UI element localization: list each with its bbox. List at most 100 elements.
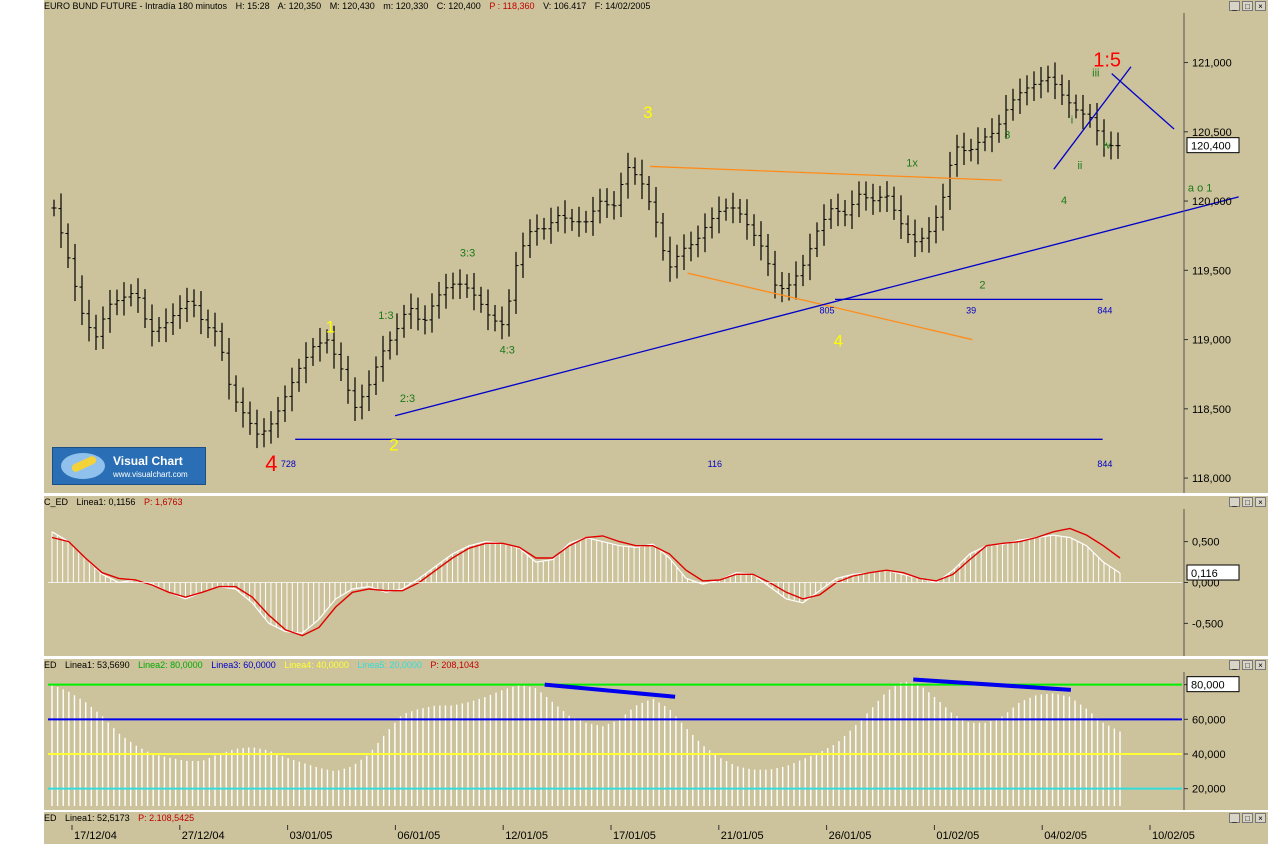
- minimize-button[interactable]: _: [1229, 1, 1240, 11]
- histogram-name: ED: [44, 660, 57, 670]
- trend-line: [1111, 73, 1175, 130]
- signal-line: [51, 527, 1121, 637]
- histogram-linea2: Linea2: 80,0000: [138, 660, 203, 670]
- date-axis-labels: 17/12/04 27/12/04 03/01/05 06/01/05 12/01/05…: [71, 825, 1195, 842]
- instrument-title: EURO BUND FUTURE - Intradía 180 minutos: [44, 1, 228, 11]
- divergence-line: [544, 682, 676, 699]
- y-tick-label: 121,000: [1192, 58, 1232, 70]
- wave-label: 1:3: [378, 310, 393, 322]
- close-button[interactable]: ×: [1255, 813, 1266, 823]
- wave-label: ii: [1077, 160, 1082, 172]
- trend-line: [650, 165, 1002, 181]
- bottom-indicator-p: P: 2.108,5425: [138, 813, 195, 823]
- volume-value: V: 106.417: [543, 1, 587, 11]
- price-chart-panel[interactable]: 1:5 4 3 1 2 4 3:3 1:3 2:3 4:3 1x 3 4 2 i ii iii iv a o 1 72…: [44, 13, 1268, 493]
- maximize-button[interactable]: □: [1242, 813, 1253, 823]
- maximize-button[interactable]: □: [1242, 1, 1253, 11]
- histogram-header: ED Linea1: 53,5690 Linea2: 80,0000 Linea…: [44, 659, 1268, 672]
- last-value-box: [1186, 564, 1240, 581]
- wave-label: 3: [643, 103, 652, 122]
- minimize-button[interactable]: _: [1229, 813, 1240, 823]
- wave-label: 39: [966, 305, 976, 315]
- bottom-indicator-name: ED: [44, 813, 57, 823]
- oscillator-linea1: Linea1: 0,1156: [76, 497, 136, 507]
- bottom-indicator-linea1: Linea1: 52,5173: [65, 813, 130, 823]
- last-value-box: [1186, 676, 1240, 693]
- date-label: 27/12/04: [182, 830, 225, 842]
- y-tick-label: 0,500: [1192, 537, 1220, 549]
- maximize-button[interactable]: □: [1242, 660, 1253, 670]
- date-label: 04/02/05: [1044, 830, 1087, 842]
- oscillator-header: C_ED Linea1: 0,1156 P: 1,6763 _ □ ×: [44, 496, 1268, 509]
- date-label: 01/02/05: [936, 830, 979, 842]
- date-label: 12/01/05: [505, 830, 548, 842]
- last-value-label: 0,116: [1191, 568, 1218, 580]
- bottom-window-buttons: _ □ ×: [1229, 813, 1266, 823]
- high-value: M: 120,430: [329, 1, 375, 11]
- wave-label: 844: [1097, 459, 1112, 469]
- wave-label: a o 1: [1188, 182, 1212, 194]
- y-tick-label: 120,000: [1192, 196, 1232, 208]
- last-value-box: [1186, 137, 1240, 154]
- histogram-linea1: Linea1: 53,5690: [65, 660, 130, 670]
- wave-label: 3:3: [460, 247, 475, 259]
- wave-label: 3: [1004, 130, 1010, 142]
- wave-label: iv: [1103, 139, 1111, 151]
- wave-label: 1:5: [1093, 50, 1121, 72]
- date-label: 10/02/05: [1152, 830, 1195, 842]
- hour-value: H: 15:28: [235, 1, 270, 11]
- minimize-button[interactable]: _: [1229, 660, 1240, 670]
- close-value: C: 120,400: [436, 1, 481, 11]
- wave-label: 116: [708, 459, 722, 469]
- date-label: 06/01/05: [397, 830, 440, 842]
- y-tick-label: -0,500: [1192, 618, 1223, 630]
- wave-label: i: [1071, 114, 1073, 126]
- open-value: A: 120,350: [277, 1, 322, 11]
- trend-line: [1053, 66, 1132, 170]
- wave-label: 805: [820, 305, 835, 315]
- price-window-buttons: _ □ ×: [1229, 1, 1266, 11]
- y-tick-label: 119,000: [1192, 335, 1231, 347]
- wave-label: 2: [389, 435, 398, 454]
- minimize-button[interactable]: _: [1229, 497, 1240, 507]
- trend-line: [687, 272, 973, 341]
- divergence-line: [913, 677, 1071, 692]
- close-button[interactable]: ×: [1255, 660, 1266, 670]
- wave-label: 4:3: [500, 344, 515, 356]
- maximize-button[interactable]: □: [1242, 497, 1253, 507]
- y-tick-label: 118,500: [1192, 404, 1231, 416]
- wave-label: 4: [265, 451, 277, 476]
- wave-label: 844: [1097, 305, 1112, 315]
- last-value-label: 80,000: [1191, 680, 1225, 692]
- wave-label: 2: [979, 279, 985, 291]
- wave-label: 728: [281, 459, 296, 469]
- histogram-linea3: Linea3: 60,0000: [211, 660, 276, 670]
- left-margin: [0, 0, 44, 844]
- date-label: 26/01/05: [829, 830, 872, 842]
- previous-value: P : 118,360: [489, 1, 535, 11]
- y-tick-label: 118,000: [1192, 473, 1231, 485]
- oscillator-name: C_ED: [44, 497, 69, 507]
- y-tick-label: 120,500: [1192, 127, 1232, 139]
- date-label: 17/01/05: [613, 830, 656, 842]
- low-value: m: 120,330: [383, 1, 429, 11]
- close-button[interactable]: ×: [1255, 497, 1266, 507]
- last-value-label: 120,400: [1191, 141, 1231, 153]
- close-button[interactable]: ×: [1255, 1, 1266, 11]
- y-tick-label: 40,000: [1192, 749, 1226, 761]
- oscillator-window-buttons: _ □ ×: [1229, 497, 1266, 507]
- date-label: 17/12/04: [74, 830, 117, 842]
- logo-url: www.visualchart.com: [113, 470, 188, 479]
- y-tick-label: 20,000: [1192, 784, 1226, 796]
- oscillator-panel[interactable]: 0,500 0,000 -0,500 0,116: [44, 509, 1268, 656]
- histogram-p: P: 208,1043: [430, 660, 479, 670]
- histogram-linea4: Linea4: 40,0000: [284, 660, 349, 670]
- wave-label: 2:3: [400, 393, 415, 405]
- price-chart-header: EURO BUND FUTURE - Intradía 180 minutos …: [44, 0, 1268, 13]
- wave-label: 4: [1061, 195, 1067, 207]
- wave-label: iii: [1092, 67, 1099, 79]
